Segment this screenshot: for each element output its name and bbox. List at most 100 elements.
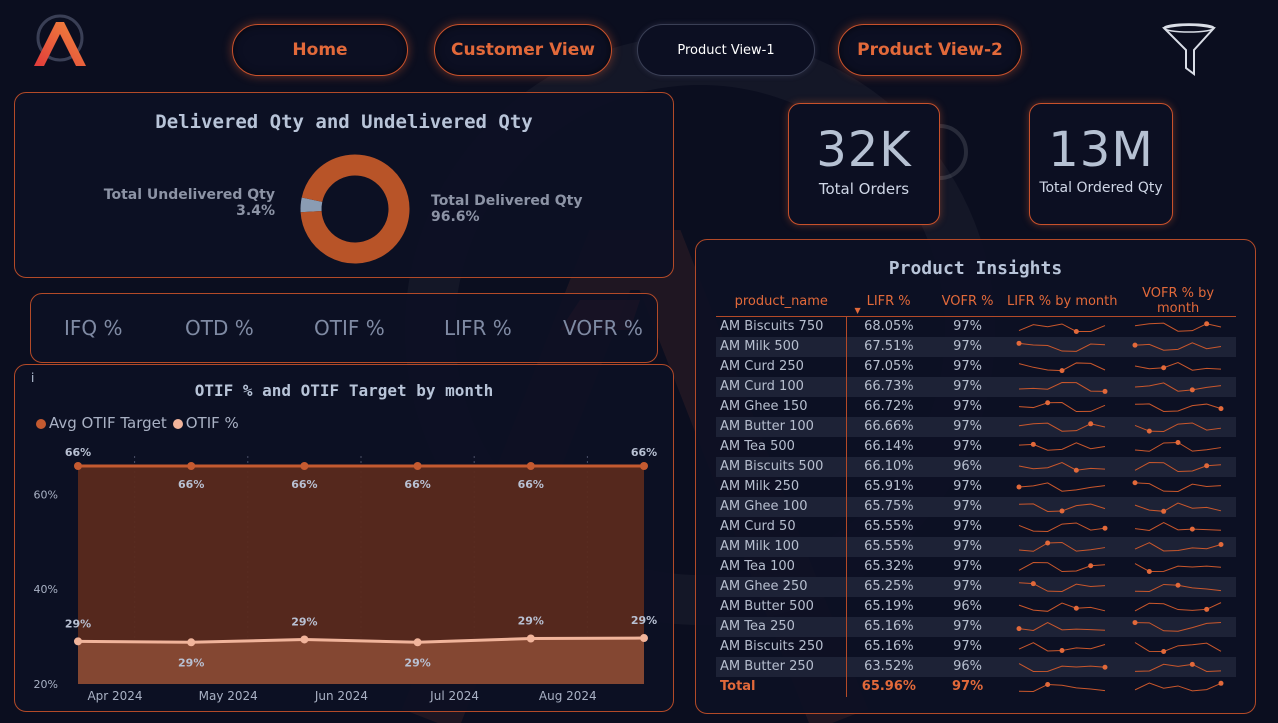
table-row[interactable]: AM Ghee 150 66.72% 97% bbox=[716, 396, 1236, 417]
lifr-cell: 65.55% bbox=[846, 536, 931, 557]
sparkline-marker bbox=[1132, 479, 1138, 485]
sparkline-marker bbox=[1059, 647, 1065, 653]
table-row[interactable]: AM Ghee 250 65.25% 97% bbox=[716, 576, 1236, 597]
sparkline-marker bbox=[1045, 539, 1051, 545]
col-lifr[interactable]: LIFR % ▼ bbox=[846, 286, 931, 317]
lifr-cell: 66.10% bbox=[846, 456, 931, 477]
sparkline bbox=[1016, 481, 1106, 492]
sparkline-path bbox=[1135, 402, 1222, 412]
sparkline bbox=[1134, 601, 1222, 612]
target-data-label: 66% bbox=[518, 478, 544, 491]
sparkline-marker bbox=[1161, 508, 1167, 514]
col-product-name[interactable]: product_name bbox=[716, 286, 847, 317]
info-icon[interactable]: i bbox=[31, 371, 35, 385]
table-row[interactable]: AM Biscuits 500 66.10% 96% bbox=[716, 456, 1236, 477]
table-row[interactable]: AM Tea 500 66.14% 97% bbox=[716, 436, 1236, 457]
col-vofr[interactable]: VOFR % bbox=[930, 286, 1005, 317]
otif-area bbox=[78, 638, 644, 684]
product-name-cell: AM Ghee 150 bbox=[716, 396, 848, 417]
vofr-cell: 96% bbox=[930, 456, 1005, 477]
lifr-sparkline-cell bbox=[1004, 616, 1121, 637]
total-orders-value: 32K bbox=[816, 122, 912, 178]
vofr-sparkline-cell bbox=[1120, 376, 1236, 397]
sparkline-path bbox=[1019, 621, 1106, 631]
sparkline-path bbox=[1019, 323, 1106, 332]
target-point bbox=[640, 462, 648, 470]
table-row[interactable]: AM Milk 500 67.51% 97% bbox=[716, 336, 1236, 357]
delivered-slice[interactable] bbox=[300, 154, 410, 264]
table-row[interactable]: AM Curd 50 65.55% 97% bbox=[716, 516, 1236, 537]
vofr-sparkline-cell bbox=[1120, 357, 1236, 377]
table-row[interactable]: AM Curd 100 66.73% 97% bbox=[716, 376, 1236, 397]
sparkline bbox=[1019, 399, 1106, 412]
vofr-sparkline-cell bbox=[1120, 496, 1236, 517]
lifr-sparkline-cell bbox=[1004, 397, 1120, 417]
lifr-cell: 65.96% bbox=[861, 679, 916, 694]
sparkline bbox=[1019, 461, 1106, 473]
tab-ifq[interactable]: IFQ % bbox=[64, 316, 123, 340]
lifr-cell: 68.05% bbox=[864, 319, 914, 335]
vofr-cell: 97% bbox=[953, 479, 982, 494]
lifr-sparkline-cell bbox=[1004, 456, 1121, 477]
table-row[interactable]: AM Ghee 100 65.75% 97% bbox=[716, 496, 1236, 517]
tab-otif[interactable]: OTIF % bbox=[314, 316, 385, 340]
otif-data-label: 29% bbox=[291, 615, 317, 628]
vofr-cell: 97% bbox=[930, 416, 1005, 437]
nav-product-view-2-button[interactable]: Product View-2 bbox=[838, 24, 1022, 76]
table-total-row[interactable]: Total 65.96% 97% bbox=[716, 676, 1236, 697]
tab-lifr[interactable]: LIFR % bbox=[444, 316, 512, 340]
product-insights-table: product_name LIFR % ▼ VOFR % LIFR % by mo… bbox=[716, 286, 1236, 697]
table-row[interactable]: AM Butter 500 65.19% 96% bbox=[716, 596, 1236, 617]
col-vofr-by-month[interactable]: VOFR % by month bbox=[1120, 286, 1236, 317]
otif-area-chart[interactable]: 20% 40% 60% 66% 66% 66% 66% 66% 66% 29% 29% 29% 29% 2… bbox=[14, 430, 674, 712]
target-data-label: 66% bbox=[178, 478, 204, 491]
table-row[interactable]: AM Tea 100 65.32% 97% bbox=[716, 556, 1236, 577]
sparkline bbox=[1135, 661, 1222, 672]
table-row[interactable]: AM Butter 100 66.66% 97% bbox=[716, 416, 1236, 437]
lifr-sparkline-cell bbox=[1004, 357, 1120, 377]
tab-vofr[interactable]: VOFR % bbox=[563, 316, 643, 340]
product-name-cell: AM Curd 250 bbox=[716, 356, 848, 377]
funnel-icon[interactable] bbox=[1160, 20, 1218, 78]
sparkline bbox=[1135, 381, 1222, 392]
delivered-donut-chart[interactable] bbox=[299, 153, 411, 265]
vofr-sparkline-cell bbox=[1120, 576, 1236, 597]
table-row[interactable]: AM Curd 250 67.05% 97% bbox=[716, 356, 1236, 377]
table-row[interactable]: AM Biscuits 750 68.05% 97% bbox=[716, 316, 1236, 337]
sparkline bbox=[1019, 539, 1106, 552]
vofr-cell: 97% bbox=[930, 536, 1005, 557]
undelivered-label: Total Undelivered Qty 3.4% bbox=[75, 187, 275, 219]
sort-desc-icon[interactable]: ▼ bbox=[854, 306, 861, 315]
product-name-cell: AM Milk 250 bbox=[716, 476, 848, 497]
sparkline-marker bbox=[1161, 364, 1167, 370]
table-row[interactable]: AM Butter 250 63.52% 96% bbox=[716, 656, 1236, 677]
table-row[interactable]: AM Milk 100 65.55% 97% bbox=[716, 536, 1236, 557]
col-lifr-by-month[interactable]: LIFR % by month bbox=[1004, 286, 1121, 317]
x-tick-label: Apr 2024 bbox=[87, 689, 142, 703]
otif-data-label: 29% bbox=[65, 617, 91, 630]
nav-home-button[interactable]: Home bbox=[232, 24, 408, 76]
product-name-cell: AM Tea 100 bbox=[716, 556, 848, 577]
lifr-sparkline-cell bbox=[1004, 656, 1121, 677]
table-row[interactable]: AM Milk 250 65.91% 97% bbox=[716, 476, 1236, 497]
lifr-sparkline-cell bbox=[1004, 637, 1120, 657]
lifr-sparkline-cell bbox=[1004, 677, 1120, 697]
table-row[interactable]: AM Biscuits 250 65.16% 97% bbox=[716, 636, 1236, 657]
otif-data-label: 29% bbox=[631, 614, 657, 627]
nav-product-view-1-button[interactable]: Product View-1 bbox=[637, 24, 815, 76]
product-name-cell: AM Biscuits 500 bbox=[716, 456, 848, 477]
product-name-cell: AM Butter 100 bbox=[716, 416, 848, 437]
sparkline bbox=[1134, 501, 1222, 514]
vofr-cell: 97% bbox=[953, 439, 982, 454]
tab-otd[interactable]: OTD % bbox=[185, 316, 254, 340]
nav-customer-view-button[interactable]: Customer View bbox=[434, 24, 612, 76]
lifr-cell: 65.25% bbox=[846, 576, 931, 597]
sparkline-path bbox=[1019, 401, 1106, 412]
undelivered-slice[interactable] bbox=[300, 197, 323, 213]
sparkline bbox=[1019, 361, 1106, 373]
sparkline bbox=[1019, 561, 1106, 572]
vofr-cell: 97% bbox=[953, 359, 982, 374]
product-insights-title: Product Insights bbox=[888, 258, 1063, 279]
table-row[interactable]: AM Tea 250 65.16% 97% bbox=[716, 616, 1236, 637]
vofr-cell: 97% bbox=[953, 399, 982, 414]
